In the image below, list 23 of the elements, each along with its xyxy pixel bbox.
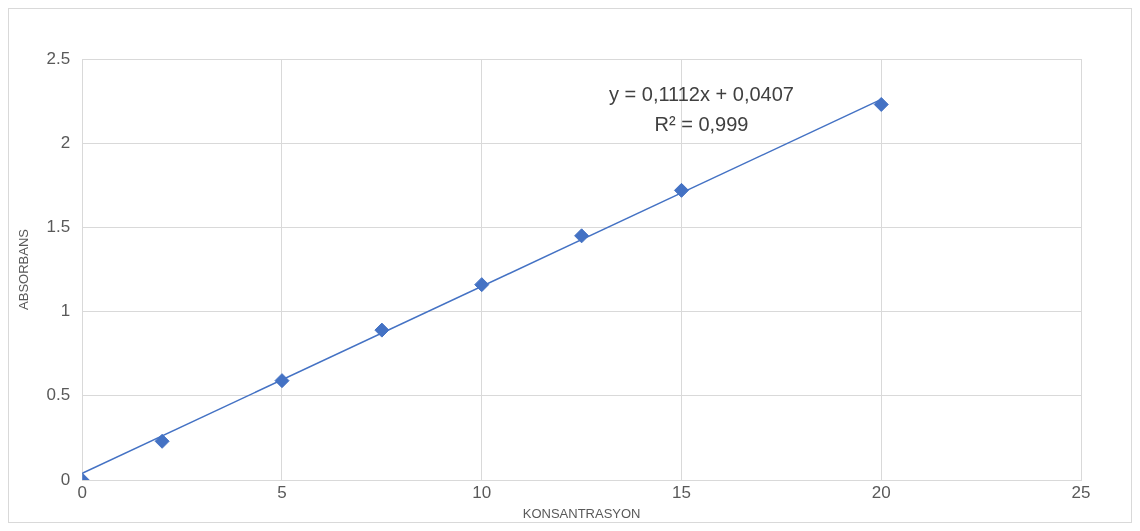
- point: [154, 433, 170, 449]
- y-axis-title: ABSORBANS: [16, 228, 32, 310]
- x-tick-label: 0: [77, 482, 87, 502]
- annotation: y = 0,1112x + 0,0407: [608, 83, 794, 105]
- x-tick-label: 20: [871, 482, 891, 502]
- x-tick-label: 10: [472, 482, 492, 502]
- y-tick-label: 2: [60, 132, 71, 152]
- annotation: R² = 0,999: [654, 113, 749, 135]
- point: [873, 96, 889, 112]
- point: [574, 228, 590, 244]
- y-tick-label: 1.5: [46, 217, 71, 237]
- point: [374, 322, 390, 338]
- x-axis-title: KONSANTRASYON: [522, 505, 641, 521]
- y-tick-label: 0.5: [46, 385, 71, 405]
- point: [673, 182, 689, 198]
- y-tick-label: 2.5: [46, 48, 71, 68]
- point: [474, 277, 490, 293]
- x-tick-label: 5: [277, 482, 287, 502]
- point: [274, 373, 290, 389]
- x-tick-label: 15: [672, 482, 691, 502]
- y-tick-label: 1: [60, 301, 71, 321]
- x-tick-label: 25: [1071, 482, 1091, 502]
- y-tick-label: 0: [60, 469, 71, 489]
